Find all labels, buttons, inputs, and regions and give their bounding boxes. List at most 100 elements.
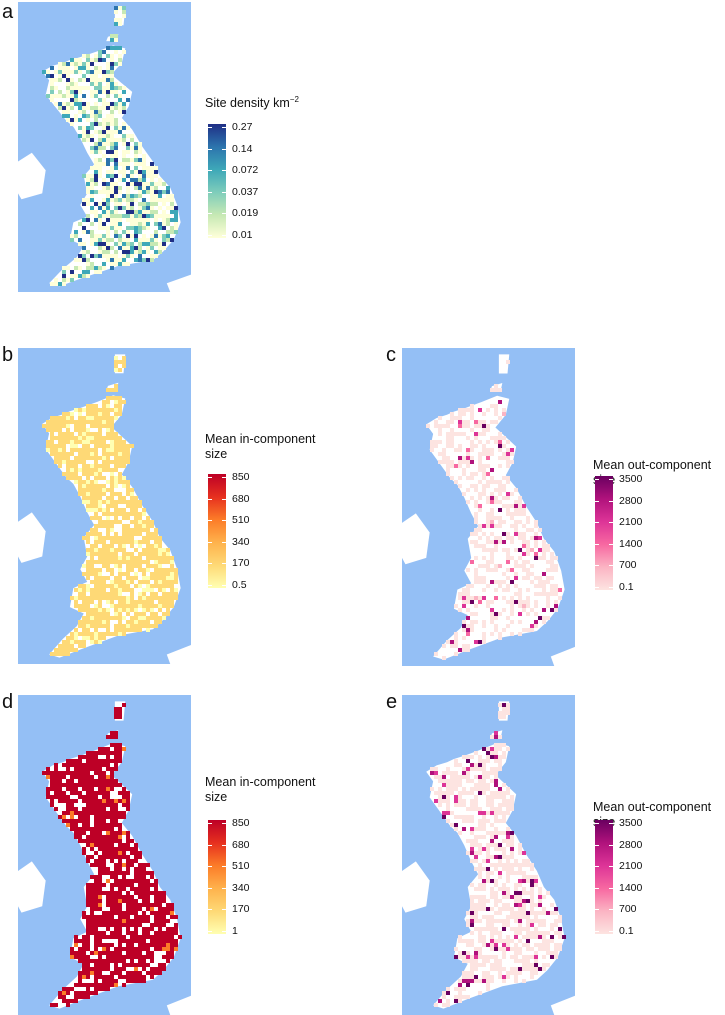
grid-cell — [98, 440, 102, 444]
grid-cell — [118, 604, 122, 608]
grid-cell — [142, 596, 146, 600]
grid-cell — [78, 604, 82, 608]
grid-cell — [494, 791, 498, 795]
grid-cell — [458, 648, 462, 652]
grid-cell — [482, 791, 486, 795]
grid-cell — [482, 907, 486, 911]
grid-cell — [58, 787, 62, 791]
grid-cell — [466, 476, 470, 480]
grid-cell — [490, 751, 494, 755]
grid-cell — [514, 600, 518, 604]
grid-cell — [502, 883, 506, 887]
grid-cell — [138, 600, 142, 604]
grid-cell — [466, 436, 470, 440]
grid-cell — [138, 500, 142, 504]
grid-cell — [118, 783, 122, 787]
grid-cell — [470, 967, 474, 971]
grid-cell — [150, 206, 154, 210]
grid-cell — [122, 556, 126, 560]
grid-cell — [78, 771, 82, 775]
grid-cell — [106, 843, 110, 847]
grid-cell — [98, 238, 102, 242]
grid-cell — [522, 963, 526, 967]
grid-cell — [106, 210, 110, 214]
grid-cell — [502, 903, 506, 907]
grid-cell — [146, 174, 150, 178]
legend-tick-label: 510 — [232, 860, 250, 873]
grid-cell — [458, 416, 462, 420]
grid-cell — [154, 967, 158, 971]
grid-cell — [114, 432, 118, 436]
grid-cell — [62, 640, 66, 644]
grid-cell — [106, 751, 110, 755]
grid-cell — [78, 90, 82, 94]
grid-cell — [90, 464, 94, 468]
grid-cell — [94, 612, 98, 616]
grid-cell — [138, 580, 142, 584]
grid-cell — [114, 851, 118, 855]
grid-cell — [506, 859, 510, 863]
grid-cell — [118, 907, 122, 911]
grid-cell — [122, 444, 126, 448]
grid-cell — [462, 596, 466, 600]
grid-cell — [54, 94, 58, 98]
grid-cell — [54, 428, 58, 432]
grid-cell — [86, 855, 90, 859]
grid-cell — [114, 484, 118, 488]
grid-cell — [94, 815, 98, 819]
grid-cell — [478, 811, 482, 815]
grid-cell — [94, 783, 98, 787]
grid-cell — [158, 198, 162, 202]
grid-cell — [502, 951, 506, 955]
grid-cell — [114, 10, 118, 14]
grid-cell — [482, 815, 486, 819]
grid-cell — [506, 915, 510, 919]
legend-tick-mark — [222, 170, 226, 172]
grid-cell — [118, 935, 122, 939]
grid-cell — [134, 214, 138, 218]
grid-cell — [430, 448, 434, 452]
grid-cell — [98, 775, 102, 779]
grid-cell — [146, 186, 150, 190]
grid-cell — [466, 464, 470, 468]
grid-cell — [98, 923, 102, 927]
grid-cell — [110, 468, 114, 472]
grid-cell — [142, 568, 146, 572]
grid-cell — [462, 456, 466, 460]
grid-cell — [102, 771, 106, 775]
grid-cell — [146, 170, 150, 174]
grid-cell — [470, 939, 474, 943]
grid-cell — [494, 819, 498, 823]
grid-cell — [94, 254, 98, 258]
grid-cell — [62, 106, 66, 110]
grid-cell — [474, 484, 478, 488]
grid-cell — [58, 452, 62, 456]
grid-cell — [546, 580, 550, 584]
grid-cell — [58, 282, 62, 286]
grid-cell — [450, 771, 454, 775]
grid-cell — [490, 608, 494, 612]
grid-cell — [94, 959, 98, 963]
grid-cell — [98, 166, 102, 170]
grid-cell — [90, 803, 94, 807]
grid-cell — [94, 803, 98, 807]
grid-cell — [550, 592, 554, 596]
grid-cell — [534, 624, 538, 628]
grid-cell — [114, 959, 118, 963]
grid-cell — [478, 524, 482, 528]
grid-cell — [94, 178, 98, 182]
grid-cell — [86, 839, 90, 843]
grid-cell — [498, 907, 502, 911]
grid-cell — [106, 823, 110, 827]
grid-cell — [118, 600, 122, 604]
grid-cell — [66, 1003, 70, 1007]
grid-cell — [486, 943, 490, 947]
grid-cell — [142, 242, 146, 246]
grid-cell — [98, 640, 102, 644]
grid-cell — [86, 763, 90, 767]
grid-cell — [86, 612, 90, 616]
grid-cell — [538, 919, 542, 923]
legend-title-line2: size — [205, 447, 228, 461]
grid-cell — [494, 388, 498, 392]
grid-cell — [106, 628, 110, 632]
